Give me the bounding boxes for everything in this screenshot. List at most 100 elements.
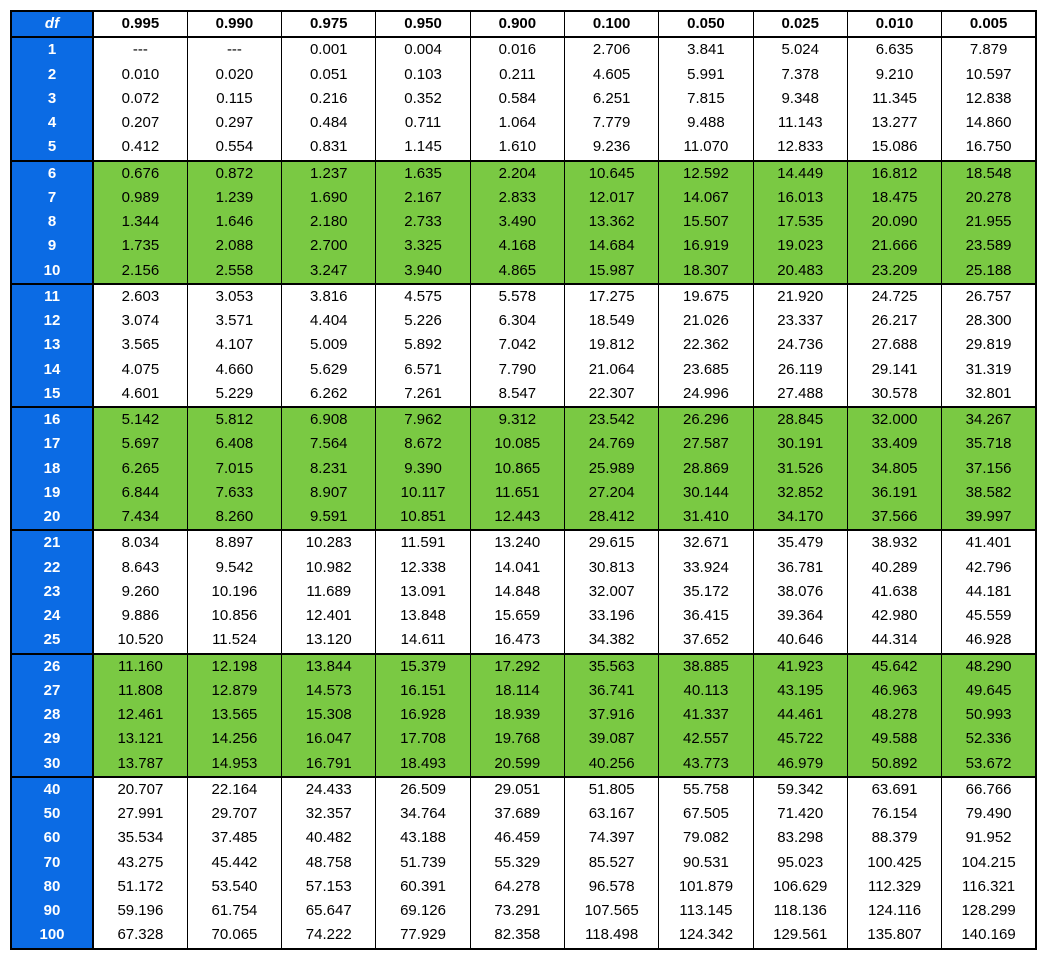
value-cell: 9.886 bbox=[93, 604, 187, 628]
df-cell: 25 bbox=[11, 628, 93, 653]
value-cell: 11.689 bbox=[282, 580, 376, 604]
df-cell: 6 bbox=[11, 161, 93, 186]
value-cell: 24.769 bbox=[564, 432, 658, 456]
value-cell: 95.023 bbox=[753, 851, 847, 875]
value-cell: 23.685 bbox=[659, 358, 753, 382]
value-cell: 33.924 bbox=[659, 556, 753, 580]
value-cell: 34.267 bbox=[942, 407, 1036, 432]
value-cell: 106.629 bbox=[753, 875, 847, 899]
value-cell: 26.217 bbox=[847, 309, 941, 333]
value-cell: 35.479 bbox=[753, 530, 847, 555]
value-cell: 53.540 bbox=[187, 875, 281, 899]
df-cell: 13 bbox=[11, 333, 93, 357]
table-row: 6035.53437.48540.48243.18846.45974.39779… bbox=[11, 826, 1036, 850]
value-cell: 69.126 bbox=[376, 899, 470, 923]
value-cell: 96.578 bbox=[564, 875, 658, 899]
table-row: 2812.46113.56515.30816.92818.93937.91641… bbox=[11, 703, 1036, 727]
value-cell: 10.283 bbox=[282, 530, 376, 555]
value-cell: 10.645 bbox=[564, 161, 658, 186]
value-cell: 45.722 bbox=[753, 727, 847, 751]
table-row: 218.0348.89710.28311.59113.24029.61532.6… bbox=[11, 530, 1036, 555]
value-cell: 21.064 bbox=[564, 358, 658, 382]
value-cell: 45.559 bbox=[942, 604, 1036, 628]
value-cell: 18.939 bbox=[470, 703, 564, 727]
value-cell: 46.459 bbox=[470, 826, 564, 850]
table-row: 20.0100.0200.0510.1030.2114.6055.9917.37… bbox=[11, 63, 1036, 87]
value-cell: 66.766 bbox=[942, 777, 1036, 802]
column-header: 0.005 bbox=[942, 11, 1036, 37]
value-cell: 0.207 bbox=[93, 111, 187, 135]
value-cell: 79.082 bbox=[659, 826, 753, 850]
value-cell: 13.565 bbox=[187, 703, 281, 727]
df-cell: 1 bbox=[11, 37, 93, 62]
value-cell: 1.735 bbox=[93, 234, 187, 258]
value-cell: 128.299 bbox=[942, 899, 1036, 923]
value-cell: 32.000 bbox=[847, 407, 941, 432]
value-cell: 3.325 bbox=[376, 234, 470, 258]
value-cell: 44.314 bbox=[847, 628, 941, 653]
table-row: 1------0.0010.0040.0162.7063.8415.0246.6… bbox=[11, 37, 1036, 62]
value-cell: 0.010 bbox=[93, 63, 187, 87]
value-cell: 20.483 bbox=[753, 259, 847, 284]
value-cell: 8.034 bbox=[93, 530, 187, 555]
value-cell: 28.869 bbox=[659, 457, 753, 481]
value-cell: 2.706 bbox=[564, 37, 658, 62]
value-cell: 19.675 bbox=[659, 284, 753, 309]
value-cell: 63.691 bbox=[847, 777, 941, 802]
table-row: 4020.70722.16424.43326.50929.05151.80555… bbox=[11, 777, 1036, 802]
value-cell: 38.932 bbox=[847, 530, 941, 555]
value-cell: 0.297 bbox=[187, 111, 281, 135]
value-cell: 0.711 bbox=[376, 111, 470, 135]
value-cell: 32.801 bbox=[942, 382, 1036, 407]
value-cell: 74.397 bbox=[564, 826, 658, 850]
value-cell: 0.051 bbox=[282, 63, 376, 87]
value-cell: 1.344 bbox=[93, 210, 187, 234]
value-cell: 32.357 bbox=[282, 802, 376, 826]
df-cell: 19 bbox=[11, 481, 93, 505]
table-row: 2611.16012.19813.84415.37917.29235.56338… bbox=[11, 654, 1036, 679]
df-cell: 12 bbox=[11, 309, 93, 333]
value-cell: 1.064 bbox=[470, 111, 564, 135]
value-cell: 21.666 bbox=[847, 234, 941, 258]
df-cell: 100 bbox=[11, 923, 93, 948]
value-cell: 16.919 bbox=[659, 234, 753, 258]
value-cell: 37.689 bbox=[470, 802, 564, 826]
value-cell: 61.754 bbox=[187, 899, 281, 923]
value-cell: 48.278 bbox=[847, 703, 941, 727]
value-cell: 3.074 bbox=[93, 309, 187, 333]
value-cell: 12.592 bbox=[659, 161, 753, 186]
df-cell: 11 bbox=[11, 284, 93, 309]
value-cell: 36.191 bbox=[847, 481, 941, 505]
value-cell: 55.329 bbox=[470, 851, 564, 875]
value-cell: 22.362 bbox=[659, 333, 753, 357]
value-cell: 13.362 bbox=[564, 210, 658, 234]
table-body: 1------0.0010.0040.0162.7063.8415.0246.6… bbox=[11, 37, 1036, 948]
value-cell: 0.676 bbox=[93, 161, 187, 186]
value-cell: 7.261 bbox=[376, 382, 470, 407]
value-cell: 9.210 bbox=[847, 63, 941, 87]
value-cell: 29.615 bbox=[564, 530, 658, 555]
df-cell: 30 bbox=[11, 752, 93, 777]
chi-square-table: df 0.9950.9900.9750.9500.9000.1000.0500.… bbox=[10, 10, 1037, 950]
value-cell: 42.796 bbox=[942, 556, 1036, 580]
value-cell: 90.531 bbox=[659, 851, 753, 875]
value-cell: 24.725 bbox=[847, 284, 941, 309]
value-cell: 0.584 bbox=[470, 87, 564, 111]
value-cell: 52.336 bbox=[942, 727, 1036, 751]
value-cell: 46.979 bbox=[753, 752, 847, 777]
value-cell: 27.688 bbox=[847, 333, 941, 357]
value-cell: 25.989 bbox=[564, 457, 658, 481]
value-cell: 39.087 bbox=[564, 727, 658, 751]
value-cell: 2.733 bbox=[376, 210, 470, 234]
value-cell: 5.578 bbox=[470, 284, 564, 309]
value-cell: 39.364 bbox=[753, 604, 847, 628]
df-header: df bbox=[11, 11, 93, 37]
value-cell: 15.308 bbox=[282, 703, 376, 727]
value-cell: 74.222 bbox=[282, 923, 376, 948]
value-cell: 67.505 bbox=[659, 802, 753, 826]
value-cell: 43.275 bbox=[93, 851, 187, 875]
value-cell: 21.026 bbox=[659, 309, 753, 333]
value-cell: 14.684 bbox=[564, 234, 658, 258]
value-cell: 2.603 bbox=[93, 284, 187, 309]
value-cell: 5.024 bbox=[753, 37, 847, 62]
